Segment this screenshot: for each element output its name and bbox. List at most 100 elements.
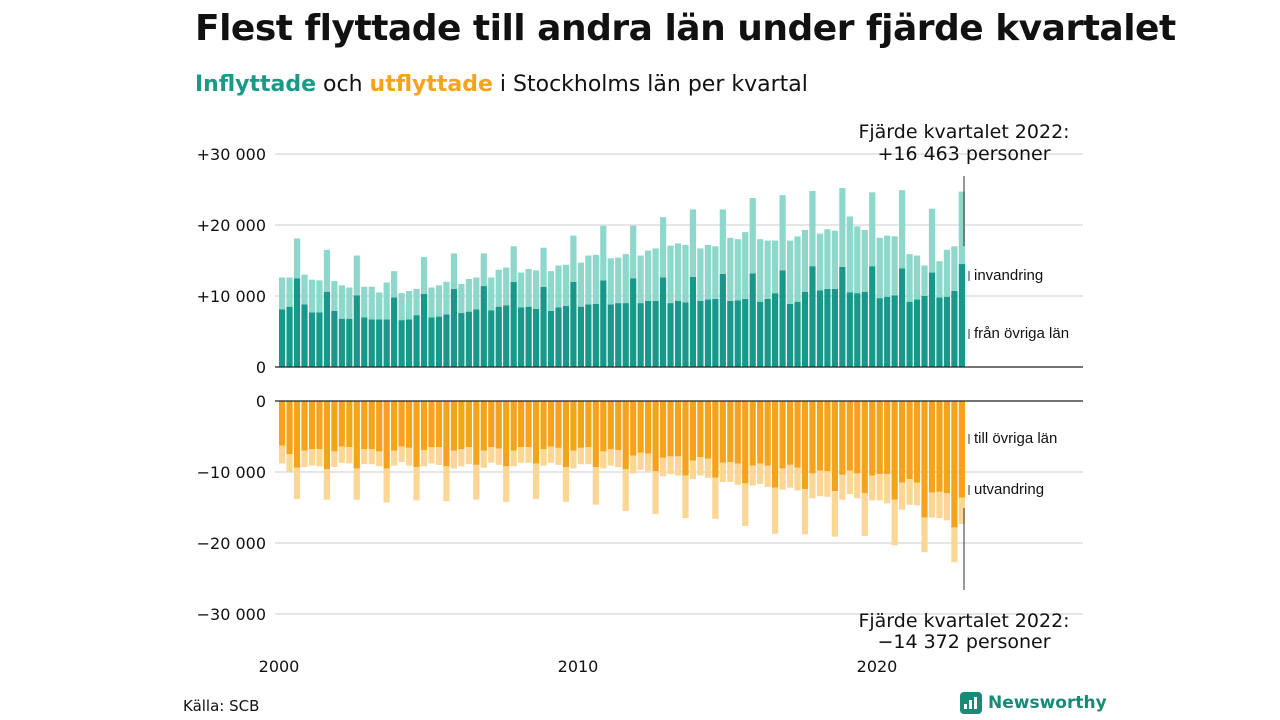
bar-invandring xyxy=(809,190,816,267)
bar-invandring xyxy=(540,247,547,287)
bar-invandring xyxy=(338,285,345,319)
bar-till-ovriga-lan xyxy=(637,401,644,453)
bar-utvandring xyxy=(316,449,323,467)
bar-till-ovriga-lan xyxy=(742,401,749,484)
bar-invandring xyxy=(854,226,861,294)
bar-till-ovriga-lan xyxy=(338,401,345,447)
bar-utvandring xyxy=(279,445,286,464)
bar-invandring xyxy=(936,261,943,298)
y-tick-label-top: +30 000 xyxy=(197,145,266,164)
bar-fran-ovriga-lan xyxy=(659,277,667,367)
bar-till-ovriga-lan xyxy=(435,401,443,448)
x-tick-label: 2000 xyxy=(259,657,300,676)
bar-invandring xyxy=(316,280,323,313)
bar-invandring xyxy=(577,262,584,307)
bar-till-ovriga-lan xyxy=(794,401,801,468)
bar-till-ovriga-lan xyxy=(428,401,435,448)
bar-invandring xyxy=(958,191,965,265)
bar-till-ovriga-lan xyxy=(615,401,622,450)
bar-invandring xyxy=(473,277,480,310)
bar-invandring xyxy=(801,229,809,292)
bar-utvandring xyxy=(331,451,338,468)
bar-fran-ovriga-lan xyxy=(391,297,398,367)
bar-till-ovriga-lan xyxy=(674,401,682,457)
bar-till-ovriga-lan xyxy=(525,401,532,448)
chart-subtitle: Inflyttade och utflyttade i Stockholms l… xyxy=(195,72,808,97)
y-tick-label-bottom: 0 xyxy=(256,392,266,411)
bar-utvandring xyxy=(607,449,614,466)
bar-fran-ovriga-lan xyxy=(503,305,510,367)
series-label: från övriga län xyxy=(974,325,1069,342)
bar-till-ovriga-lan xyxy=(376,401,383,452)
bar-till-ovriga-lan xyxy=(279,401,286,446)
bar-fran-ovriga-lan xyxy=(279,309,286,367)
bar-till-ovriga-lan xyxy=(547,401,555,447)
bar-fran-ovriga-lan xyxy=(876,298,883,367)
bar-invandring xyxy=(435,285,443,317)
bar-utvandring xyxy=(734,463,741,485)
bar-invandring xyxy=(674,243,682,301)
bar-utvandring xyxy=(689,460,697,480)
bar-fran-ovriga-lan xyxy=(630,278,637,367)
bar-utvandring xyxy=(510,450,517,467)
bar-fran-ovriga-lan xyxy=(779,270,786,367)
bar-invandring xyxy=(293,238,301,279)
bar-utvandring xyxy=(622,469,629,512)
bar-invandring xyxy=(607,258,614,305)
bar-fran-ovriga-lan xyxy=(831,288,838,367)
bar-utvandring xyxy=(391,450,398,466)
bar-fran-ovriga-lan xyxy=(719,273,726,367)
bar-utvandring xyxy=(301,450,308,468)
bar-utvandring xyxy=(518,447,525,463)
bar-till-ovriga-lan xyxy=(704,401,711,459)
bar-till-ovriga-lan xyxy=(286,401,293,455)
bar-utvandring xyxy=(570,450,577,469)
bar-till-ovriga-lan xyxy=(570,401,577,451)
bar-invandring xyxy=(532,270,540,309)
bar-invandring xyxy=(562,264,570,306)
bar-utvandring xyxy=(443,466,450,502)
bar-fran-ovriga-lan xyxy=(413,315,420,367)
bar-fran-ovriga-lan xyxy=(906,301,913,367)
bar-till-ovriga-lan xyxy=(540,401,547,450)
bar-utvandring xyxy=(697,457,704,476)
y-tick-label-top: +10 000 xyxy=(197,287,266,306)
bar-invandring xyxy=(547,271,555,311)
bar-utvandring xyxy=(323,469,331,500)
bar-fran-ovriga-lan xyxy=(428,317,435,367)
bar-till-ovriga-lan xyxy=(645,401,652,454)
bar-invandring xyxy=(869,192,876,267)
bar-utvandring xyxy=(682,475,689,519)
bar-invandring xyxy=(398,293,405,321)
y-tick-label-bottom: −20 000 xyxy=(197,534,266,553)
bar-utvandring xyxy=(308,449,316,466)
bar-fran-ovriga-lan xyxy=(435,316,443,367)
bar-utvandring xyxy=(801,489,809,535)
bar-till-ovriga-lan xyxy=(861,401,868,494)
bar-fran-ovriga-lan xyxy=(323,291,331,367)
brand-name: Newsworthy xyxy=(988,693,1107,713)
bar-utvandring xyxy=(525,447,532,463)
bar-till-ovriga-lan xyxy=(518,401,525,448)
bar-fran-ovriga-lan xyxy=(562,305,570,367)
bar-utvandring xyxy=(928,492,936,518)
bar-utvandring xyxy=(659,457,667,477)
bar-invandring xyxy=(652,248,659,301)
bar-fran-ovriga-lan xyxy=(742,298,749,367)
bar-till-ovriga-lan xyxy=(764,401,771,466)
bar-till-ovriga-lan xyxy=(630,401,637,456)
bar-utvandring xyxy=(958,497,965,524)
bar-till-ovriga-lan xyxy=(928,401,936,493)
brand-logo[interactable]: Newsworthy xyxy=(960,692,1107,714)
bar-utvandring xyxy=(757,463,764,485)
bar-invandring xyxy=(361,286,368,318)
bar-till-ovriga-lan xyxy=(757,401,764,464)
bar-invandring xyxy=(570,235,577,282)
bar-fran-ovriga-lan xyxy=(943,296,951,367)
bar-invandring xyxy=(846,216,853,293)
bar-invandring xyxy=(764,240,771,299)
bar-fran-ovriga-lan xyxy=(532,308,540,367)
bar-utvandring xyxy=(772,487,779,534)
y-tick-label-top: +20 000 xyxy=(197,216,266,235)
bar-fran-ovriga-lan xyxy=(928,272,936,367)
